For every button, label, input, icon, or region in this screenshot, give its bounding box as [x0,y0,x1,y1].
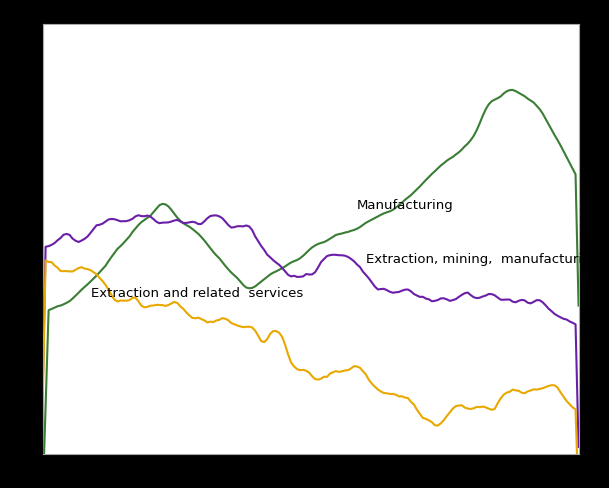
Text: Manufacturing: Manufacturing [357,199,454,212]
Text: Extraction, mining,  manufacturing  and elec.: Extraction, mining, manufacturing and el… [366,253,609,266]
Text: Extraction and related  services: Extraction and related services [91,287,303,300]
